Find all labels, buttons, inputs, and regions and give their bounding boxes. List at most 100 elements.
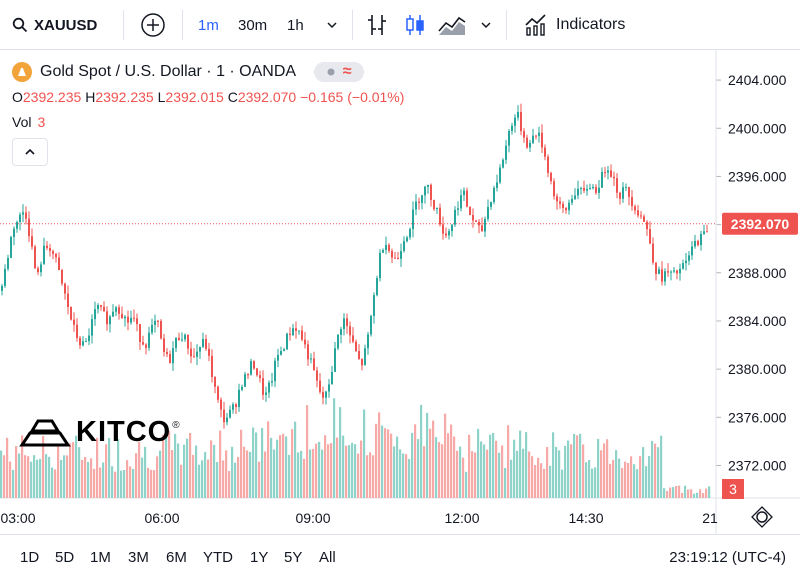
- candle-body: [223, 409, 225, 423]
- volume-bar: [474, 452, 477, 498]
- volume-bar: [675, 486, 678, 498]
- candle-body: [67, 293, 69, 307]
- volume-bar: [393, 446, 396, 498]
- clock[interactable]: 23:19:12 (UTC-4): [669, 549, 786, 566]
- volume-bar: [264, 451, 267, 498]
- candle-body: [130, 317, 132, 323]
- volume-bar: [432, 420, 435, 498]
- volume-bar: [339, 407, 342, 498]
- candle-body: [547, 156, 549, 173]
- timeframe-30m[interactable]: 30m: [238, 16, 268, 34]
- volume-bar: [60, 459, 63, 498]
- settings-icon-outline: [751, 506, 773, 528]
- candle-body: [607, 170, 609, 173]
- market-status-pill[interactable]: ≈: [314, 62, 365, 82]
- range-3m[interactable]: 3M: [128, 549, 149, 566]
- chart-type-dropdown[interactable]: [480, 12, 492, 38]
- candle-body: [289, 333, 291, 335]
- bar-style-button[interactable]: [366, 12, 388, 38]
- candle-body: [487, 206, 489, 220]
- candle-body: [571, 199, 573, 203]
- range-all[interactable]: All: [319, 549, 336, 566]
- volume-bar: [462, 457, 465, 498]
- candle-body: [214, 377, 216, 387]
- candle-body: [403, 241, 405, 252]
- candle-body: [670, 271, 672, 273]
- candle-body: [373, 295, 375, 316]
- range-1y[interactable]: 1Y: [250, 549, 269, 566]
- candle-body: [52, 251, 54, 254]
- low-value: 2392.015: [165, 89, 224, 105]
- candle-body: [334, 348, 336, 372]
- volume-bar: [279, 435, 282, 498]
- candle-body: [460, 195, 462, 209]
- volume-bar: [174, 433, 177, 498]
- candles-style-button[interactable]: [404, 12, 426, 38]
- candle-body: [544, 147, 546, 157]
- volume-bar: [516, 450, 519, 498]
- timeframe-1h[interactable]: 1h: [287, 16, 304, 34]
- volume-bar: [546, 447, 549, 498]
- volume-bar: [222, 460, 225, 498]
- divider: [506, 10, 507, 40]
- collapse-legend-button[interactable]: [12, 138, 48, 166]
- volume-bar: [420, 404, 423, 498]
- candle-body: [616, 178, 618, 193]
- range-5y[interactable]: 5Y: [284, 549, 303, 566]
- symbol-search[interactable]: XAUUSD: [12, 12, 97, 38]
- volume-bar: [267, 421, 270, 498]
- candle-body: [349, 326, 351, 336]
- candle-body: [508, 131, 510, 146]
- candle-body: [148, 332, 150, 348]
- candle-body: [103, 306, 105, 312]
- candle-body: [553, 181, 555, 197]
- price-chart[interactable]: 2404.0002400.0002396.0002392.0002388.000…: [0, 50, 800, 534]
- candle-body: [358, 351, 360, 359]
- candle-body: [199, 346, 201, 352]
- timeframe-1m[interactable]: 1m: [198, 16, 219, 34]
- volume-bar: [42, 435, 45, 498]
- volume-bar: [282, 433, 285, 498]
- toolbar: XAUUSD 1m 30m 1h: [0, 0, 800, 50]
- volume-bar: [195, 445, 198, 498]
- timeframe-dropdown[interactable]: [326, 12, 338, 38]
- candle-body: [163, 338, 165, 352]
- candle-body: [379, 252, 381, 279]
- volume-bar: [36, 459, 39, 498]
- settings-icon[interactable]: [756, 511, 768, 523]
- candle-body: [424, 186, 426, 196]
- candle-body: [304, 339, 306, 345]
- range-6m[interactable]: 6M: [166, 549, 187, 566]
- y-tick-label: 2400.000: [728, 120, 787, 136]
- candle-body: [346, 318, 348, 327]
- range-5d[interactable]: 5D: [55, 549, 75, 566]
- range-ytd[interactable]: YTD: [203, 549, 233, 566]
- volume-bar: [198, 464, 201, 498]
- indicators-button[interactable]: Indicators: [524, 12, 625, 38]
- volume-bar: [627, 463, 630, 498]
- range-1d[interactable]: 1D: [20, 549, 40, 566]
- candle-body: [652, 243, 654, 263]
- y-tick-label: 2396.000: [728, 168, 787, 184]
- volume-bar: [84, 457, 87, 498]
- volume-bar: [105, 444, 108, 498]
- area-style-button[interactable]: [437, 12, 467, 38]
- volume-bar: [492, 432, 495, 498]
- divider: [352, 10, 353, 40]
- compare-button[interactable]: [140, 12, 166, 38]
- candle-body: [694, 240, 696, 247]
- candle-body: [559, 201, 561, 204]
- open-label: O: [12, 89, 23, 105]
- volume-bar: [477, 428, 480, 498]
- volume-bar: [18, 453, 21, 498]
- candle-body: [25, 212, 27, 219]
- candle-body: [511, 125, 513, 132]
- candle-body: [253, 361, 255, 369]
- candle-body: [37, 268, 39, 273]
- candle-body: [31, 236, 33, 247]
- candle-body: [385, 244, 387, 251]
- volume-bar: [111, 466, 114, 498]
- candle-body: [193, 356, 195, 358]
- range-1m[interactable]: 1M: [90, 549, 111, 566]
- kitco-logo: KITCO ®: [18, 414, 180, 450]
